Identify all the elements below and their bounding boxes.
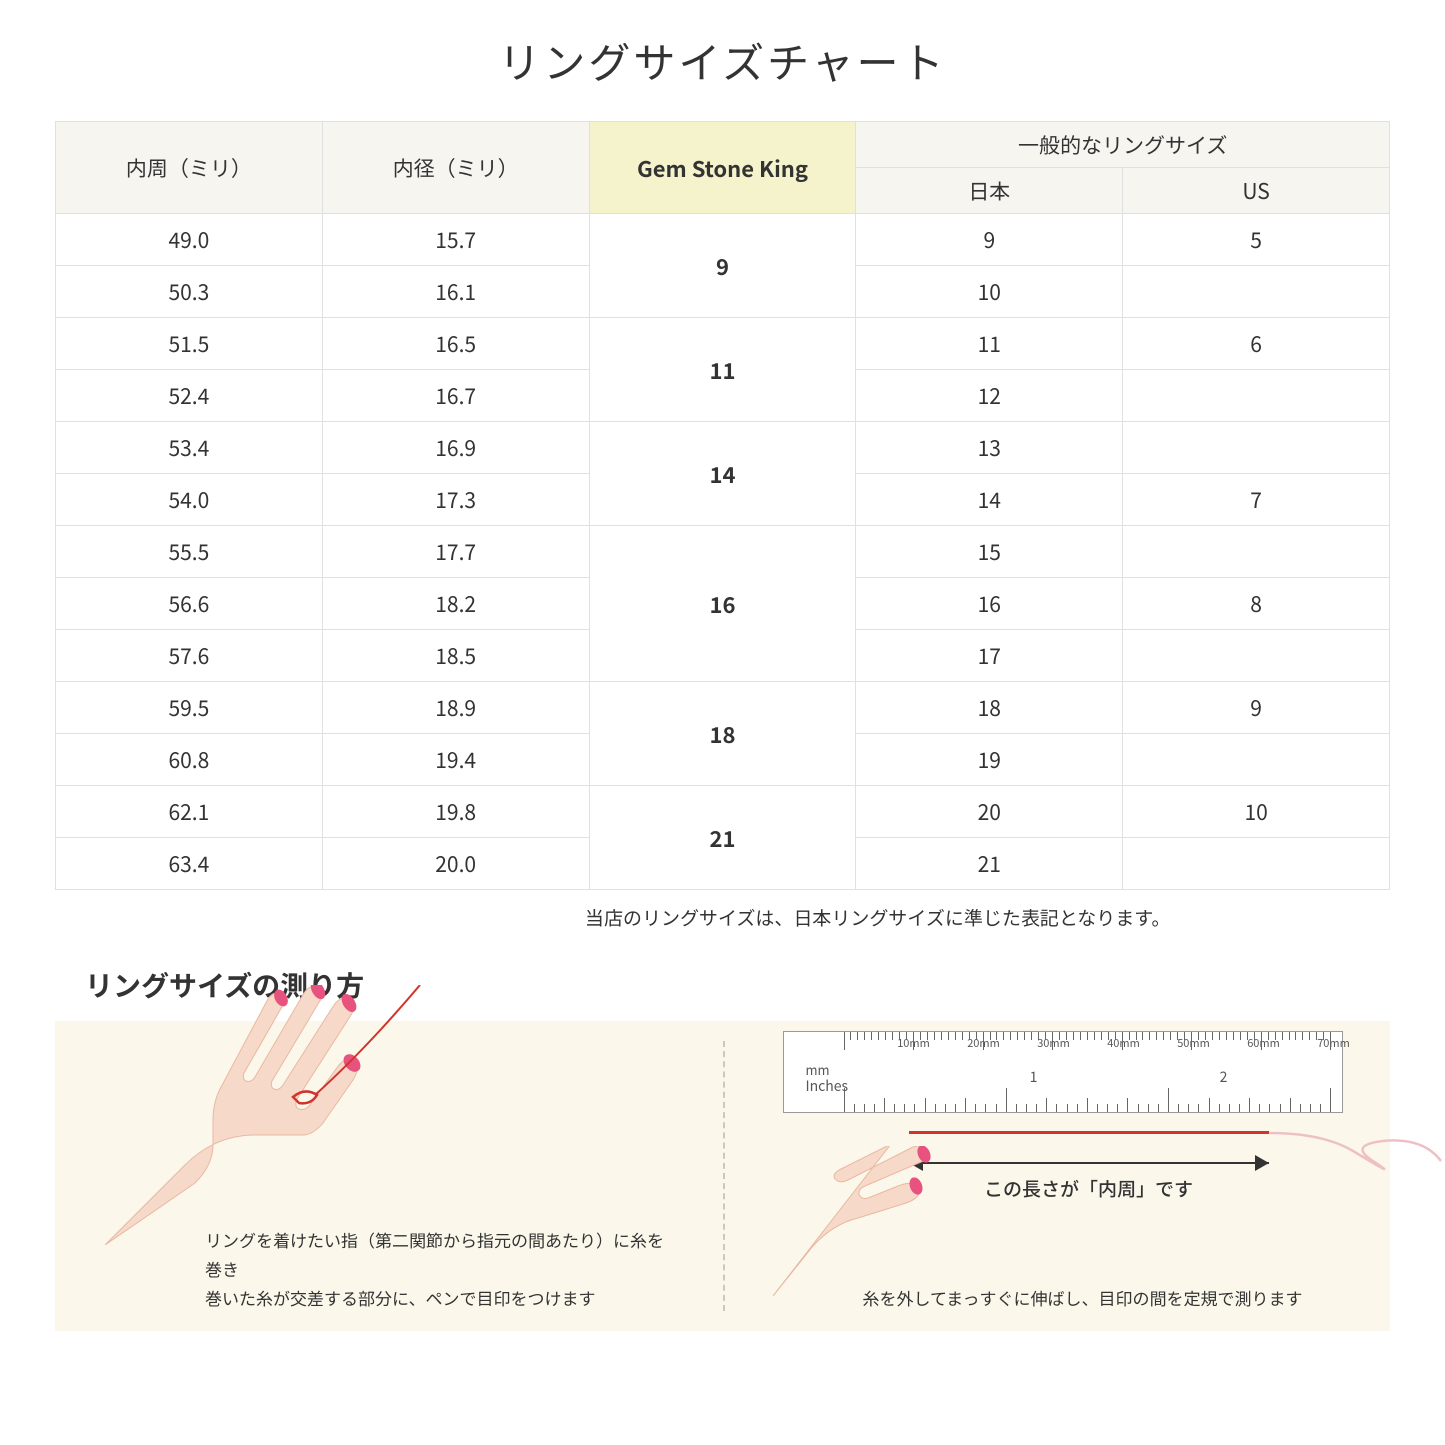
table-row: 53.416.91413 xyxy=(56,422,1390,474)
step1-caption: リングを着けたい指（第二関節から指元の間あたり）に糸を巻き 巻いた糸が交差する部… xyxy=(205,1226,675,1313)
cell-jp: 10 xyxy=(856,266,1123,318)
howto-step-1: リングを着けたい指（第二関節から指元の間あたり）に糸を巻き 巻いた糸が交差する部… xyxy=(55,1021,723,1331)
step1-line1: リングを着けたい指（第二関節から指元の間あたり）に糸を巻き xyxy=(205,1227,664,1281)
th-general-group: 一般的なリングサイズ xyxy=(856,122,1390,168)
cell-us: 7 xyxy=(1123,474,1390,526)
table-row: 51.516.511116 xyxy=(56,318,1390,370)
step2-caption: 糸を外してまっすぐに伸ばし、目印の間を定規で測ります xyxy=(833,1284,1333,1313)
cell-dia: 17.3 xyxy=(322,474,589,526)
cell-circ: 51.5 xyxy=(56,318,323,370)
cell-us xyxy=(1123,734,1390,786)
cell-us xyxy=(1123,630,1390,682)
cell-dia: 19.8 xyxy=(322,786,589,838)
cell-circ: 57.6 xyxy=(56,630,323,682)
cell-us: 8 xyxy=(1123,578,1390,630)
cell-dia: 16.7 xyxy=(322,370,589,422)
cell-dia: 15.7 xyxy=(322,214,589,266)
cell-jp: 20 xyxy=(856,786,1123,838)
cell-circ: 55.5 xyxy=(56,526,323,578)
cell-dia: 18.5 xyxy=(322,630,589,682)
ruler-illustration: 10mm20mm30mm40mm50mm60mm70mm mm Inches 1… xyxy=(783,1031,1343,1113)
ruler-in-2: 2 xyxy=(1220,1067,1228,1087)
red-thread xyxy=(909,1131,1269,1134)
cell-jp: 19 xyxy=(856,734,1123,786)
cell-jp: 11 xyxy=(856,318,1123,370)
cell-circ: 60.8 xyxy=(56,734,323,786)
cell-dia: 16.5 xyxy=(322,318,589,370)
size-note: 当店のリングサイズは、日本リングサイズに準じた表記となります。 xyxy=(55,904,1390,931)
cell-us xyxy=(1123,526,1390,578)
cell-gsk: 18 xyxy=(589,682,856,786)
cell-jp: 18 xyxy=(856,682,1123,734)
cell-dia: 17.7 xyxy=(322,526,589,578)
cell-dia: 16.9 xyxy=(322,422,589,474)
th-gsk: Gem Stone King xyxy=(589,122,856,214)
th-diameter: 内径（ミリ） xyxy=(322,122,589,214)
cell-circ: 59.5 xyxy=(56,682,323,734)
cell-jp: 12 xyxy=(856,370,1123,422)
table-row: 49.015.7995 xyxy=(56,214,1390,266)
cell-us: 9 xyxy=(1123,682,1390,734)
cell-us xyxy=(1123,266,1390,318)
cell-jp: 14 xyxy=(856,474,1123,526)
cell-jp: 21 xyxy=(856,838,1123,890)
table-row: 55.517.71615 xyxy=(56,526,1390,578)
cell-circ: 52.4 xyxy=(56,370,323,422)
ring-size-table: 内周（ミリ） 内径（ミリ） Gem Stone King 一般的なリングサイズ … xyxy=(55,121,1390,890)
cell-circ: 53.4 xyxy=(56,422,323,474)
cell-us xyxy=(1123,370,1390,422)
cell-circ: 62.1 xyxy=(56,786,323,838)
cell-us xyxy=(1123,838,1390,890)
ruler-in-label: Inches xyxy=(806,1076,849,1096)
page-title: リングサイズチャート xyxy=(55,30,1390,91)
cell-circ: 54.0 xyxy=(56,474,323,526)
step1-line2: 巻いた糸が交差する部分に、ペンで目印をつけます xyxy=(205,1285,596,1310)
cell-gsk: 21 xyxy=(589,786,856,890)
howto-step-2: 10mm20mm30mm40mm50mm60mm70mm mm Inches 1… xyxy=(723,1021,1391,1331)
th-circumference: 内周（ミリ） xyxy=(56,122,323,214)
cell-jp: 13 xyxy=(856,422,1123,474)
cell-dia: 16.1 xyxy=(322,266,589,318)
cell-us xyxy=(1123,422,1390,474)
cell-circ: 49.0 xyxy=(56,214,323,266)
cell-circ: 56.6 xyxy=(56,578,323,630)
howto-panel: リングを着けたい指（第二関節から指元の間あたり）に糸を巻き 巻いた糸が交差する部… xyxy=(55,1021,1390,1331)
cell-us: 5 xyxy=(1123,214,1390,266)
ruler-in-1: 1 xyxy=(1030,1067,1038,1087)
cell-gsk: 11 xyxy=(589,318,856,422)
cell-dia: 19.4 xyxy=(322,734,589,786)
cell-gsk: 16 xyxy=(589,526,856,682)
cell-dia: 20.0 xyxy=(322,838,589,890)
cell-jp: 15 xyxy=(856,526,1123,578)
cell-dia: 18.9 xyxy=(322,682,589,734)
cell-dia: 18.2 xyxy=(322,578,589,630)
cell-jp: 17 xyxy=(856,630,1123,682)
cell-gsk: 14 xyxy=(589,422,856,526)
th-us: US xyxy=(1123,168,1390,214)
red-thread-curl xyxy=(1263,1111,1443,1191)
cell-jp: 9 xyxy=(856,214,1123,266)
table-row: 59.518.918189 xyxy=(56,682,1390,734)
cell-us: 6 xyxy=(1123,318,1390,370)
hand-wrap-illustration xyxy=(105,985,485,1245)
table-row: 62.119.8212010 xyxy=(56,786,1390,838)
cell-jp: 16 xyxy=(856,578,1123,630)
hand-hold-illustration xyxy=(773,1146,973,1296)
cell-gsk: 9 xyxy=(589,214,856,318)
cell-circ: 63.4 xyxy=(56,838,323,890)
th-japan: 日本 xyxy=(856,168,1123,214)
cell-us: 10 xyxy=(1123,786,1390,838)
cell-circ: 50.3 xyxy=(56,266,323,318)
